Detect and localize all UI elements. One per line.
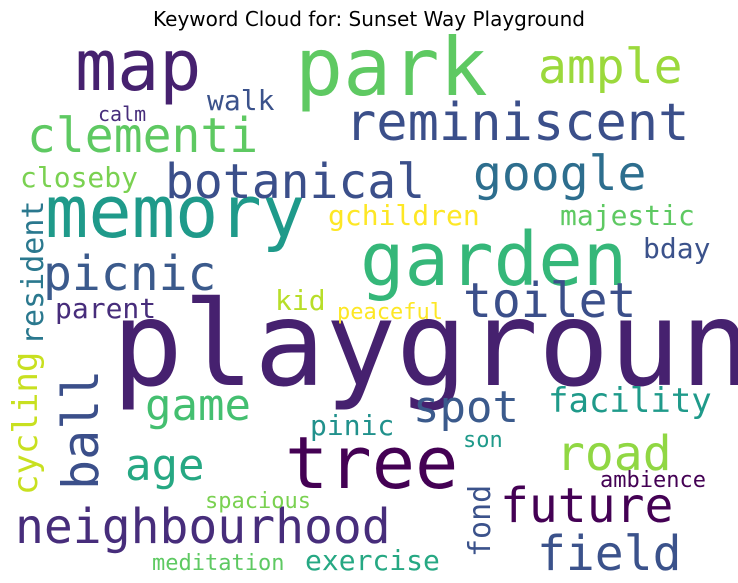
word-game: game xyxy=(145,380,251,431)
word-kid: kid xyxy=(275,284,326,317)
word-neighbourhood: neighbourhood xyxy=(15,499,391,555)
word-field: field xyxy=(537,526,682,582)
word-ball: ball xyxy=(52,370,110,490)
word-google: google xyxy=(473,146,646,202)
word-parent: parent xyxy=(55,292,156,325)
word-peaceful: peaceful xyxy=(337,300,443,325)
word-facility: facility xyxy=(548,381,712,421)
word-picnic: picnic xyxy=(43,246,216,302)
word-garden: garden xyxy=(360,217,627,303)
word-toilet: toilet xyxy=(463,273,636,329)
word-memory: memory xyxy=(45,170,305,254)
word-road: road xyxy=(556,426,672,482)
word-age: age xyxy=(125,440,204,491)
word-park: park xyxy=(295,21,488,114)
word-spot: spot xyxy=(413,382,519,433)
word-tree: tree xyxy=(285,421,458,505)
word-clementi: clementi xyxy=(27,108,258,164)
word-spacious: spacious xyxy=(205,489,311,514)
chart-title: Keyword Cloud for: Sunset Way Playground xyxy=(153,7,585,31)
word-meditation: meditation xyxy=(152,551,284,576)
word-gchildren: gchildren xyxy=(328,199,480,232)
word-walk: walk xyxy=(207,84,275,117)
word-future: future xyxy=(500,478,673,534)
word-reminiscent: reminiscent xyxy=(345,93,689,153)
word-closeby: closeby xyxy=(20,161,138,194)
word-bday: bday xyxy=(643,232,710,265)
word-exercise: exercise xyxy=(305,544,440,577)
word-botanical: botanical xyxy=(165,154,425,210)
word-map: map xyxy=(75,25,201,107)
word-cycling: cycling xyxy=(6,352,46,495)
word-ambience: ambience xyxy=(600,468,706,493)
word-ample: ample xyxy=(538,39,683,95)
word-playground: playground xyxy=(112,275,738,413)
word-fond: fond xyxy=(463,485,498,557)
word-majestic: majestic xyxy=(560,199,695,232)
word-resident: resident xyxy=(16,201,51,346)
word-son: son xyxy=(463,428,503,453)
word-pinic: pinic xyxy=(310,409,394,442)
word-calm: calm xyxy=(98,102,146,126)
